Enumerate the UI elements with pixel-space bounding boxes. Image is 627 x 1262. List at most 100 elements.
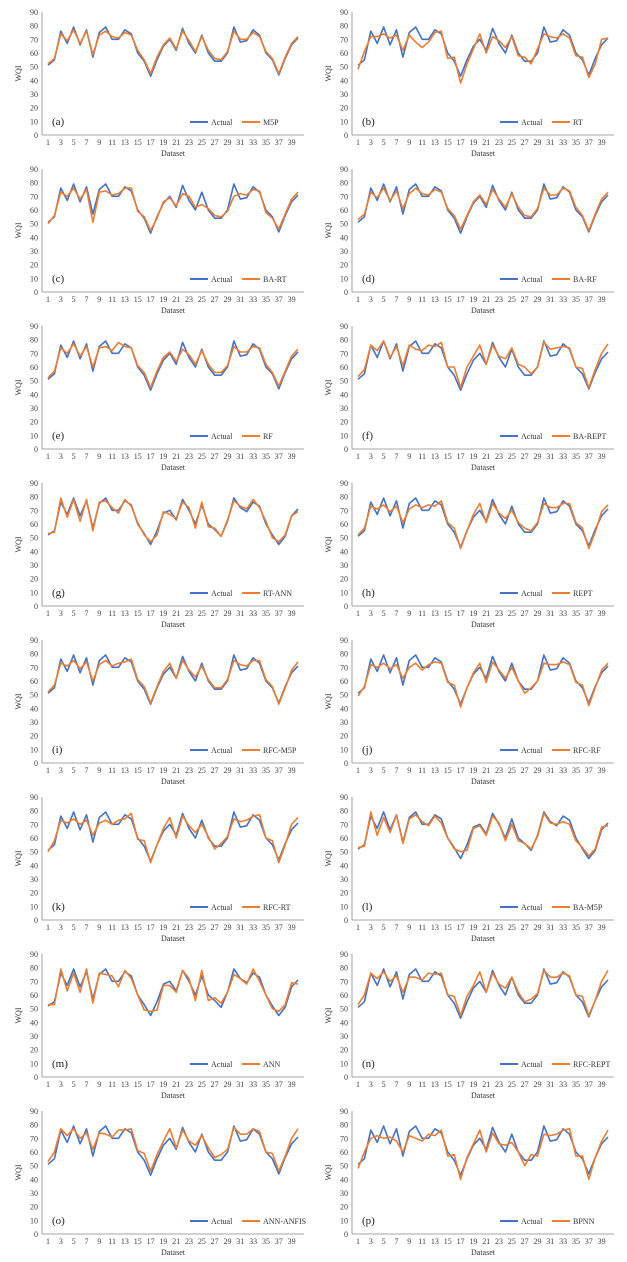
y-tick-label: 10: [30, 1059, 38, 1068]
x-tick-label: 37: [275, 1080, 283, 1089]
x-tick-label: 1: [46, 295, 50, 304]
x-tick-label: 3: [369, 609, 373, 618]
x-tick-label: 7: [84, 1080, 88, 1089]
x-tick-label: 1: [356, 1237, 360, 1246]
y-tick-label: 40: [30, 547, 38, 556]
x-tick-label: 19: [159, 766, 167, 775]
y-tick-label: 10: [340, 902, 348, 911]
x-tick-label: 13: [121, 1080, 129, 1089]
x-tick-label: 21: [172, 1080, 180, 1089]
x-tick-label: 1: [46, 138, 50, 147]
x-tick-label: 23: [185, 923, 193, 932]
x-tick-label: 9: [97, 295, 101, 304]
x-tick-label: 1: [356, 138, 360, 147]
x-axis-title: Dataset: [161, 1091, 186, 1100]
x-tick-label: 25: [508, 452, 516, 461]
x-tick-label: 19: [469, 1237, 477, 1246]
x-tick-label: 17: [457, 766, 465, 775]
y-tick-label: 90: [30, 1107, 38, 1116]
x-tick-label: 23: [495, 923, 503, 932]
y-tick-label: 70: [30, 820, 38, 829]
x-tick-label: 27: [211, 452, 219, 461]
x-tick-label: 27: [521, 923, 529, 932]
x-axis-title: Dataset: [161, 777, 186, 786]
x-tick-label: 33: [559, 766, 567, 775]
y-tick-label: 30: [30, 561, 38, 570]
y-tick-label: 90: [30, 636, 38, 645]
y-tick-label: 50: [340, 1162, 348, 1171]
y-tick-label: 50: [340, 220, 348, 229]
y-axis-title: WQI: [324, 536, 333, 552]
x-tick-label: 35: [262, 766, 270, 775]
x-tick-label: 13: [121, 295, 129, 304]
x-tick-label: 27: [211, 138, 219, 147]
x-tick-label: 27: [211, 1237, 219, 1246]
x-tick-label: 33: [249, 609, 257, 618]
x-tick-label: 39: [598, 1080, 606, 1089]
x-tick-label: 5: [382, 1237, 386, 1246]
x-tick-label: 17: [457, 452, 465, 461]
y-tick-label: 40: [340, 390, 348, 399]
y-tick-label: 70: [340, 1134, 348, 1143]
x-tick-label: 25: [508, 923, 516, 932]
series-line-model: [357, 1127, 609, 1181]
x-tick-label: 15: [444, 609, 452, 618]
x-axis-title: Dataset: [161, 934, 186, 943]
y-tick-label: 0: [344, 1230, 348, 1239]
x-tick-label: 5: [72, 1237, 76, 1246]
x-tick-label: 29: [223, 923, 231, 932]
x-tick-label: 31: [546, 766, 554, 775]
x-tick-label: 23: [495, 609, 503, 618]
y-tick-label: 0: [34, 445, 38, 454]
x-tick-label: 21: [482, 923, 490, 932]
x-tick-label: 5: [382, 609, 386, 618]
y-axis-title: WQI: [14, 1007, 23, 1023]
x-tick-label: 31: [546, 923, 554, 932]
legend-label-actual: Actual: [211, 432, 233, 441]
legend-label-actual: Actual: [521, 275, 543, 284]
x-tick-label: 5: [382, 923, 386, 932]
x-tick-label: 33: [559, 1237, 567, 1246]
legend-label-actual: Actual: [521, 746, 543, 755]
x-tick-label: 19: [469, 452, 477, 461]
series-line-model: [47, 341, 299, 389]
x-tick-label: 35: [262, 1080, 270, 1089]
x-tick-label: 23: [495, 766, 503, 775]
y-tick-label: 30: [30, 1189, 38, 1198]
x-tick-label: 11: [418, 766, 426, 775]
x-tick-label: 37: [275, 766, 283, 775]
y-tick-label: 0: [344, 445, 348, 454]
x-tick-label: 37: [585, 1237, 593, 1246]
x-tick-label: 17: [147, 452, 155, 461]
x-tick-label: 11: [418, 295, 426, 304]
panel-label: (a): [52, 116, 65, 128]
x-tick-label: 25: [508, 295, 516, 304]
x-tick-label: 29: [533, 452, 541, 461]
y-tick-label: 90: [340, 322, 348, 331]
y-tick-label: 0: [344, 288, 348, 297]
y-tick-label: 10: [30, 274, 38, 283]
y-tick-label: 50: [30, 1162, 38, 1171]
x-tick-label: 31: [546, 1080, 554, 1089]
y-tick-label: 90: [340, 165, 348, 174]
series-line-model: [357, 661, 609, 708]
x-tick-label: 31: [546, 609, 554, 618]
x-tick-label: 3: [369, 295, 373, 304]
x-tick-label: 9: [407, 609, 411, 618]
legend-label-model: RF: [263, 432, 273, 441]
y-tick-label: 10: [30, 588, 38, 597]
y-tick-label: 30: [340, 1189, 348, 1198]
x-tick-label: 33: [249, 1237, 257, 1246]
x-tick-label: 23: [495, 1080, 503, 1089]
x-tick-label: 1: [356, 766, 360, 775]
legend-label-model: BA-M5P: [573, 903, 603, 912]
y-tick-label: 80: [340, 807, 348, 816]
x-tick-label: 29: [223, 452, 231, 461]
y-tick-label: 90: [30, 793, 38, 802]
y-tick-label: 80: [340, 964, 348, 973]
x-tick-label: 9: [97, 923, 101, 932]
x-tick-label: 31: [236, 923, 244, 932]
